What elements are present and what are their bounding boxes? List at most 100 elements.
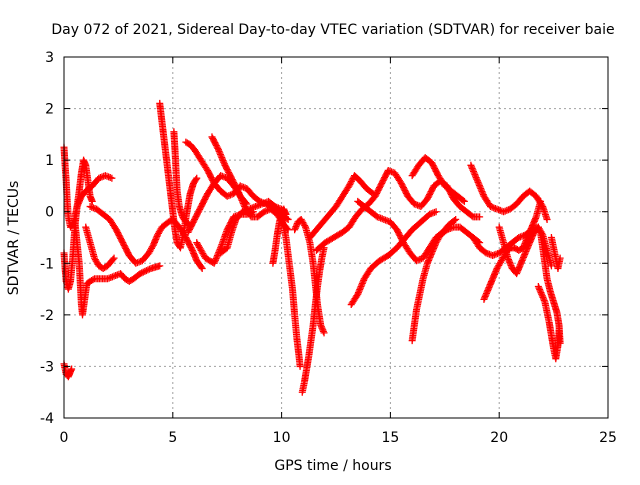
data-point [193, 174, 201, 182]
data-point [320, 329, 328, 337]
data-point [450, 216, 458, 224]
data-point [317, 323, 325, 331]
data-point [476, 213, 484, 221]
data-point [317, 321, 325, 329]
data-point [353, 292, 361, 300]
data-point [109, 255, 117, 263]
data-point [459, 196, 467, 204]
data-point [212, 255, 220, 263]
data-point [293, 221, 301, 229]
data-point [556, 254, 564, 262]
data-point [148, 243, 156, 251]
data-point [319, 326, 327, 334]
data-point [318, 324, 326, 332]
data-series [298, 244, 328, 396]
data-series [495, 223, 555, 278]
y-tick-label: 2 [45, 102, 54, 118]
data-point [139, 268, 147, 276]
data-point [358, 279, 366, 287]
x-tick-label: 25 [599, 430, 617, 446]
data-point [469, 166, 477, 174]
data-point [473, 177, 481, 185]
data-series [217, 197, 290, 257]
data-point [354, 289, 362, 297]
data-point [108, 174, 116, 182]
data-point [144, 266, 152, 274]
chart-title: Day 072 of 2021, Sidereal Day-to-day VTE… [51, 22, 614, 38]
data-point [213, 253, 221, 261]
data-series [170, 128, 193, 229]
data-point [156, 262, 164, 270]
data-series [278, 213, 304, 370]
data-point [476, 183, 484, 191]
grid [64, 57, 608, 418]
data-point [355, 287, 363, 295]
data-point [540, 295, 548, 303]
data-point [539, 293, 547, 301]
data-point [477, 185, 485, 193]
data-point [89, 276, 97, 284]
data-point [284, 215, 292, 223]
data-point [432, 208, 440, 216]
data-point [468, 163, 476, 171]
data-point [534, 282, 542, 290]
y-tick-label: -3 [40, 359, 54, 375]
data-point [197, 263, 205, 271]
data-point [538, 290, 546, 298]
data-point [356, 286, 364, 294]
data-series [184, 172, 251, 236]
data-point [556, 339, 564, 347]
x-tick-label: 20 [490, 430, 508, 446]
data-point [473, 175, 481, 183]
data-point [474, 178, 482, 186]
data-point [479, 191, 487, 199]
x-tick-label: 5 [168, 430, 177, 446]
data-series [71, 218, 164, 319]
data-point [356, 284, 364, 292]
data-point [540, 296, 548, 304]
data-point [301, 222, 309, 230]
data-point [192, 175, 200, 183]
data-point [460, 197, 468, 205]
data-series [82, 223, 118, 272]
x-axis-label: GPS time / hours [274, 458, 391, 474]
data-point [472, 174, 480, 182]
data-point [216, 150, 224, 158]
data-point [479, 189, 487, 197]
data-point [535, 284, 543, 292]
data-point [543, 215, 551, 223]
data-point [145, 265, 153, 273]
data-series [408, 154, 468, 205]
data-series [156, 99, 201, 252]
data-point [138, 269, 146, 277]
data-point [368, 189, 376, 197]
data-point [291, 224, 299, 232]
data-series [269, 205, 290, 267]
x-tick-label: 0 [60, 430, 69, 446]
data-point [536, 286, 544, 294]
y-tick-label: 3 [45, 50, 54, 66]
data-point [110, 254, 118, 262]
data-marks [60, 99, 564, 396]
data-point [291, 226, 299, 234]
data-point [358, 281, 366, 289]
data-point [354, 290, 362, 298]
data-point [216, 149, 224, 157]
data-point [141, 267, 149, 275]
data-point [360, 276, 368, 284]
data-series [537, 228, 564, 347]
data-point [467, 161, 475, 169]
data-point [219, 157, 227, 165]
data-point [537, 289, 545, 297]
data-point [471, 172, 479, 180]
y-tick-label: -1 [40, 256, 54, 272]
data-point [142, 267, 150, 275]
data-point [218, 155, 226, 163]
x-tick-label: 10 [273, 430, 291, 446]
data-point [210, 259, 218, 267]
data-point [214, 146, 222, 154]
data-point [218, 154, 226, 162]
data-point [452, 215, 460, 223]
x-tick-label: 15 [381, 430, 399, 446]
data-point [136, 270, 144, 278]
